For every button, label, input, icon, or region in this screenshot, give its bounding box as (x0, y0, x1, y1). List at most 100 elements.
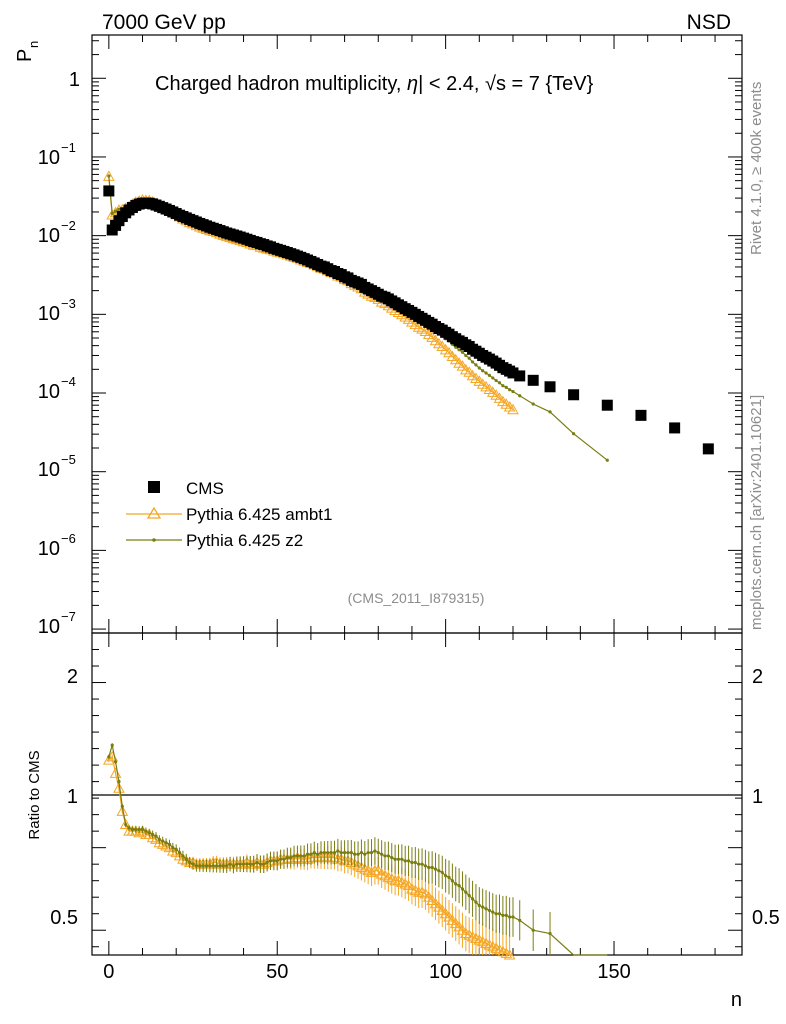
z2-ratio-point (252, 862, 256, 866)
y-tick-exp-m5: −5 (61, 452, 76, 467)
z2-ratio-point (107, 755, 111, 759)
ambt1-ratio-point (395, 876, 408, 887)
z2-ratio-point (450, 879, 454, 883)
legend-cms-label: CMS (186, 479, 224, 498)
z2-ratio-point (302, 854, 306, 858)
z2-point (531, 402, 535, 406)
z2-ratio-point (140, 827, 145, 832)
series-layer (102, 170, 714, 960)
z2-point (484, 371, 488, 375)
x-tick-label-100: 100 (429, 961, 462, 983)
z2-ratio-point (386, 854, 390, 858)
z2-ratio-point (487, 908, 492, 913)
z2-point (491, 376, 495, 380)
x-tick-labels: 0 50 100 150 (103, 961, 630, 983)
ambt1-ratio-point (476, 935, 489, 947)
z2-ratio-point (410, 860, 414, 865)
ratio-tick-label-2-right: 2 (752, 666, 763, 688)
z2-ratio-point (497, 912, 502, 916)
z2-ratio-point (322, 851, 326, 855)
z2-point (477, 366, 481, 370)
ratio-tick-label-1: 1 (67, 786, 78, 808)
z2-ratio-point (369, 851, 374, 855)
z2-ratio-point (211, 864, 215, 868)
cms-point (669, 422, 681, 434)
z2-ratio-point (285, 855, 289, 860)
ambt1-ratio-point (493, 944, 506, 955)
z2-ratio-point (494, 912, 498, 916)
ratio-tick-label-0-5: 0.5 (50, 907, 78, 929)
z2-ratio-point (406, 859, 411, 863)
z2-ratio-point (289, 855, 293, 860)
z2-ratio-point (282, 857, 286, 861)
y-tick-label-m3: 10 (38, 303, 60, 325)
z2-ratio-point (268, 859, 273, 863)
y-axis-label: P n (14, 41, 41, 62)
ambt1-ratio-point (352, 859, 364, 871)
ambt1-point (507, 403, 519, 415)
z2-ratio-point (113, 760, 118, 764)
ambt1-ratio-point (119, 818, 132, 830)
z2-ratio-point (531, 928, 535, 932)
z2-ratio-point (353, 852, 357, 856)
z2-ratio-point (491, 910, 495, 914)
z2-ratio-point (110, 743, 114, 747)
ratio-plot-frame (91, 632, 743, 956)
svg-text:P: P (14, 49, 36, 62)
ambt1-ratio-point (392, 874, 405, 886)
z2-ratio-point (265, 860, 269, 865)
y-tick-exp-m1: −1 (61, 140, 76, 155)
z2-ratio-point (228, 862, 232, 866)
z2-ratio-point (336, 849, 340, 853)
z2-ratio-point (356, 852, 360, 856)
z2-point (467, 356, 471, 360)
ambt1-ratio-point (483, 939, 496, 950)
y-tick-exp-m4: −4 (61, 374, 76, 389)
z2-ratio-point (299, 854, 303, 858)
z2-ratio-point (255, 860, 259, 865)
z2-point (511, 389, 515, 394)
ambt1-ratio-point (116, 805, 129, 816)
z2-ratio-point (342, 851, 347, 855)
z2-ratio-point (437, 869, 441, 873)
y-tick-label-m7: 10 (38, 616, 60, 638)
chart-title: Charged hadron multiplicity, η| < 2.4, √… (155, 73, 594, 95)
ambt1-ratio-point (382, 871, 395, 882)
ambt1-ratio-point (463, 929, 476, 940)
z2-ratio-point (151, 832, 155, 837)
z2-ratio-point (171, 846, 175, 850)
y-tick-label-m4: 10 (38, 381, 60, 403)
z2-ratio-point (167, 842, 172, 846)
x-tick-label-0: 0 (103, 961, 114, 983)
z2-ratio-point (447, 875, 451, 879)
z2-ratio-point (390, 855, 394, 860)
z2-ratio-point (127, 826, 131, 830)
cms-point (527, 374, 539, 386)
z2-ratio-point (218, 864, 222, 868)
cms-point (601, 399, 613, 411)
z2-ratio-point (201, 864, 205, 868)
ambt1-ratio-point (480, 937, 492, 948)
z2-ratio-point (433, 867, 438, 871)
z2-ratio-point (272, 859, 276, 863)
z2-ratio-point (164, 841, 168, 845)
z2-ratio-point (376, 851, 380, 855)
y-tick-label-m2: 10 (38, 225, 60, 247)
z2-point (117, 207, 121, 211)
ambt1-ratio-point (473, 934, 486, 945)
z2-ratio-point (120, 804, 124, 808)
legend-ambt1-label: Pythia 6.425 ambt1 (186, 505, 332, 524)
z2-ratio-point (316, 852, 320, 856)
y-tick-label-1: 1 (69, 69, 80, 91)
z2-ratio-point (518, 918, 522, 922)
z2-ratio-point (474, 900, 478, 904)
z2-ratio-point (198, 864, 202, 868)
z2-point (113, 209, 118, 213)
ambt1-ratio-point (500, 947, 513, 958)
ambt1-ratio-point (375, 868, 388, 879)
ambt1-ratio-point (486, 940, 499, 952)
z2-ratio-point (460, 887, 465, 891)
z2-ratio-point (366, 851, 370, 855)
z2-ratio-point (191, 862, 195, 866)
ambt1-ratio-point (385, 873, 398, 884)
